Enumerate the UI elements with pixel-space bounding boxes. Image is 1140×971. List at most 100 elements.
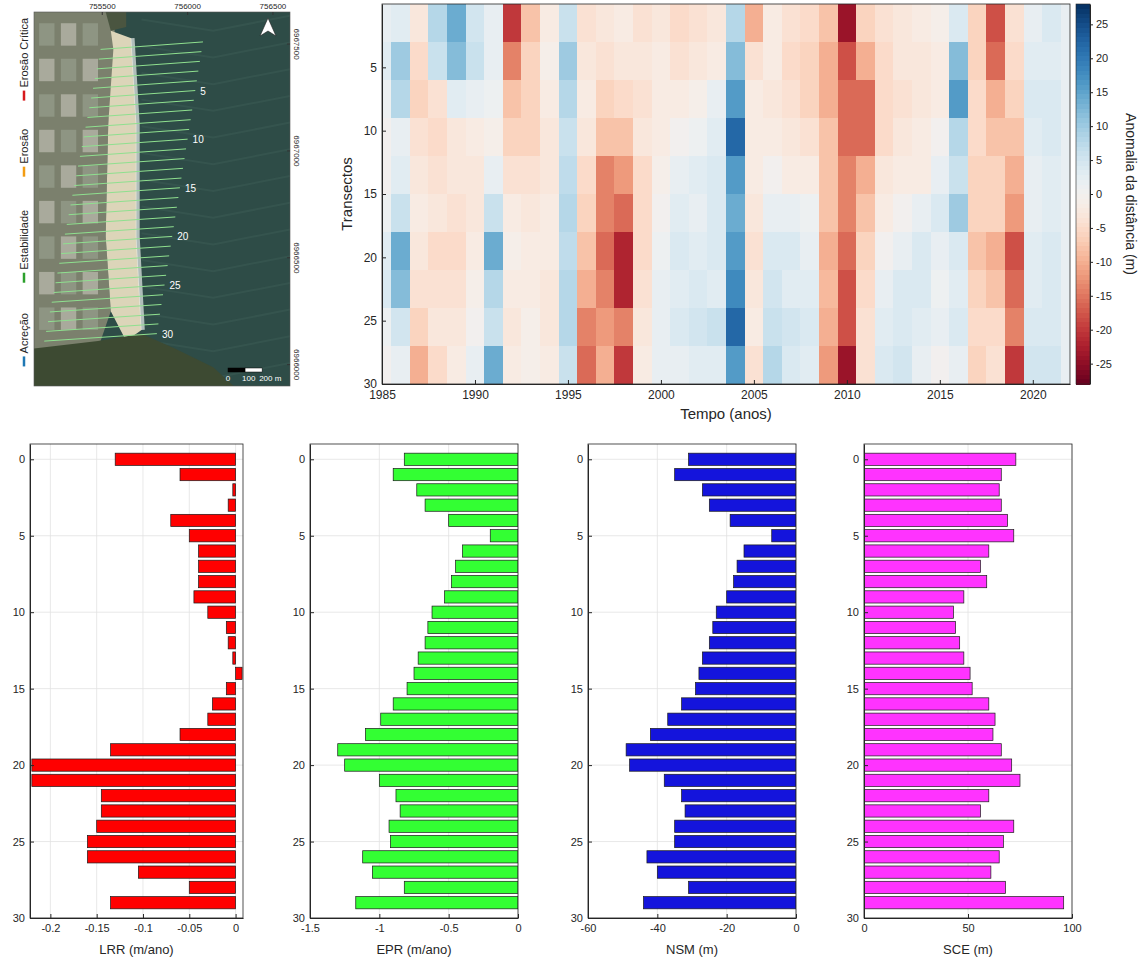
tick-label: 10: [1096, 120, 1108, 132]
tick-label: 50: [962, 922, 974, 934]
cell: [540, 42, 559, 81]
bar: [668, 713, 796, 725]
bar: [864, 499, 1001, 511]
colorbar-swatch: [1076, 280, 1090, 285]
cell: [596, 194, 615, 233]
cell: [1061, 270, 1070, 309]
cell: [949, 346, 968, 384]
urban-block: [39, 23, 54, 45]
tick-label: 20: [13, 759, 25, 771]
colorbar-swatch: [1076, 161, 1090, 166]
tick-mark: [272, 12, 273, 15]
transect-label: 5: [200, 86, 206, 97]
tick-label: 0: [1096, 188, 1102, 200]
sea-texture: [142, 310, 290, 325]
transect-line: [80, 149, 186, 156]
colorbar-swatch: [1076, 265, 1090, 270]
cell: [540, 346, 559, 384]
transect-line: [91, 91, 195, 98]
cell: [689, 232, 708, 271]
cell: [633, 118, 652, 157]
axis-title: NSM (m): [666, 942, 718, 957]
cell: [707, 232, 726, 271]
cell: [1042, 4, 1061, 43]
legend-label: Estabilidade: [18, 210, 30, 270]
tick-label: 0: [233, 922, 239, 934]
cell: [893, 270, 912, 309]
tick-label: 2000: [648, 388, 675, 402]
cell: [540, 308, 559, 347]
tick-mark: [30, 918, 34, 919]
tick-mark: [382, 384, 386, 385]
cell: [1005, 346, 1024, 384]
rock: [106, 12, 126, 31]
tick-label: 5: [1096, 154, 1102, 166]
bar: [675, 820, 796, 832]
cell: [410, 118, 429, 157]
bar: [864, 468, 1001, 480]
cell: [410, 270, 429, 309]
figure: 510152025300100200 m75550075600075650069…: [0, 0, 1140, 971]
colorbar-swatch: [1076, 85, 1090, 90]
cell: [726, 4, 745, 43]
transect-line: [46, 324, 158, 331]
tick-mark: [310, 918, 314, 919]
tick: 0: [1090, 188, 1102, 200]
cell: [689, 4, 708, 43]
cell: [614, 42, 633, 81]
colorbar-swatch: [1076, 223, 1090, 228]
transect-line: [67, 217, 176, 224]
scale-bar-label: 200 m: [259, 374, 282, 383]
tick: 5: [853, 530, 868, 542]
cell: [1061, 4, 1070, 43]
urban-block: [39, 307, 54, 329]
cell: [652, 232, 671, 271]
bar: [381, 713, 518, 725]
tick-label: 15: [13, 683, 25, 695]
colorbar-swatch: [1076, 232, 1090, 237]
cell: [559, 346, 578, 384]
colorbar-swatch: [1076, 356, 1090, 361]
colorbar-swatch: [1076, 370, 1090, 375]
tick: -0.05: [177, 914, 202, 934]
tick-label: -15: [1096, 290, 1112, 302]
cell: [1061, 42, 1070, 81]
tick-label: -1: [375, 922, 385, 934]
tick: 30: [571, 912, 592, 924]
tick: -5: [1090, 222, 1106, 234]
urban-block: [61, 59, 76, 81]
cell: [596, 232, 615, 271]
tick-mark: [310, 459, 314, 460]
bar: [404, 453, 518, 465]
cell: [596, 308, 615, 347]
plot-background: [864, 444, 1072, 918]
plot-frame: [382, 4, 1070, 384]
cell: [1024, 308, 1043, 347]
tick: 15: [293, 683, 314, 695]
sea-texture: [142, 256, 290, 271]
cell: [819, 118, 838, 157]
cell: [391, 42, 410, 81]
tick-label: 15: [571, 683, 583, 695]
cell: [577, 42, 596, 81]
axis-title: EPR (m/ano): [376, 942, 451, 957]
cell: [893, 308, 912, 347]
cell: [447, 118, 466, 157]
tick: 30: [13, 912, 34, 924]
tick-mark: [30, 536, 34, 537]
cell: [614, 232, 633, 271]
transect-line: [86, 120, 191, 127]
tick-label: 15: [293, 683, 305, 695]
cell: [819, 308, 838, 347]
tick-mark: [449, 914, 450, 918]
cell: [726, 194, 745, 233]
cell: [782, 118, 801, 157]
colorbar-swatch: [1076, 123, 1090, 128]
transect-line: [57, 266, 167, 273]
cell: [391, 346, 410, 384]
cell: [931, 118, 950, 157]
cell: [596, 80, 615, 119]
tick-mark: [1090, 24, 1093, 25]
tick-mark: [30, 459, 34, 460]
cell: [986, 232, 1005, 271]
